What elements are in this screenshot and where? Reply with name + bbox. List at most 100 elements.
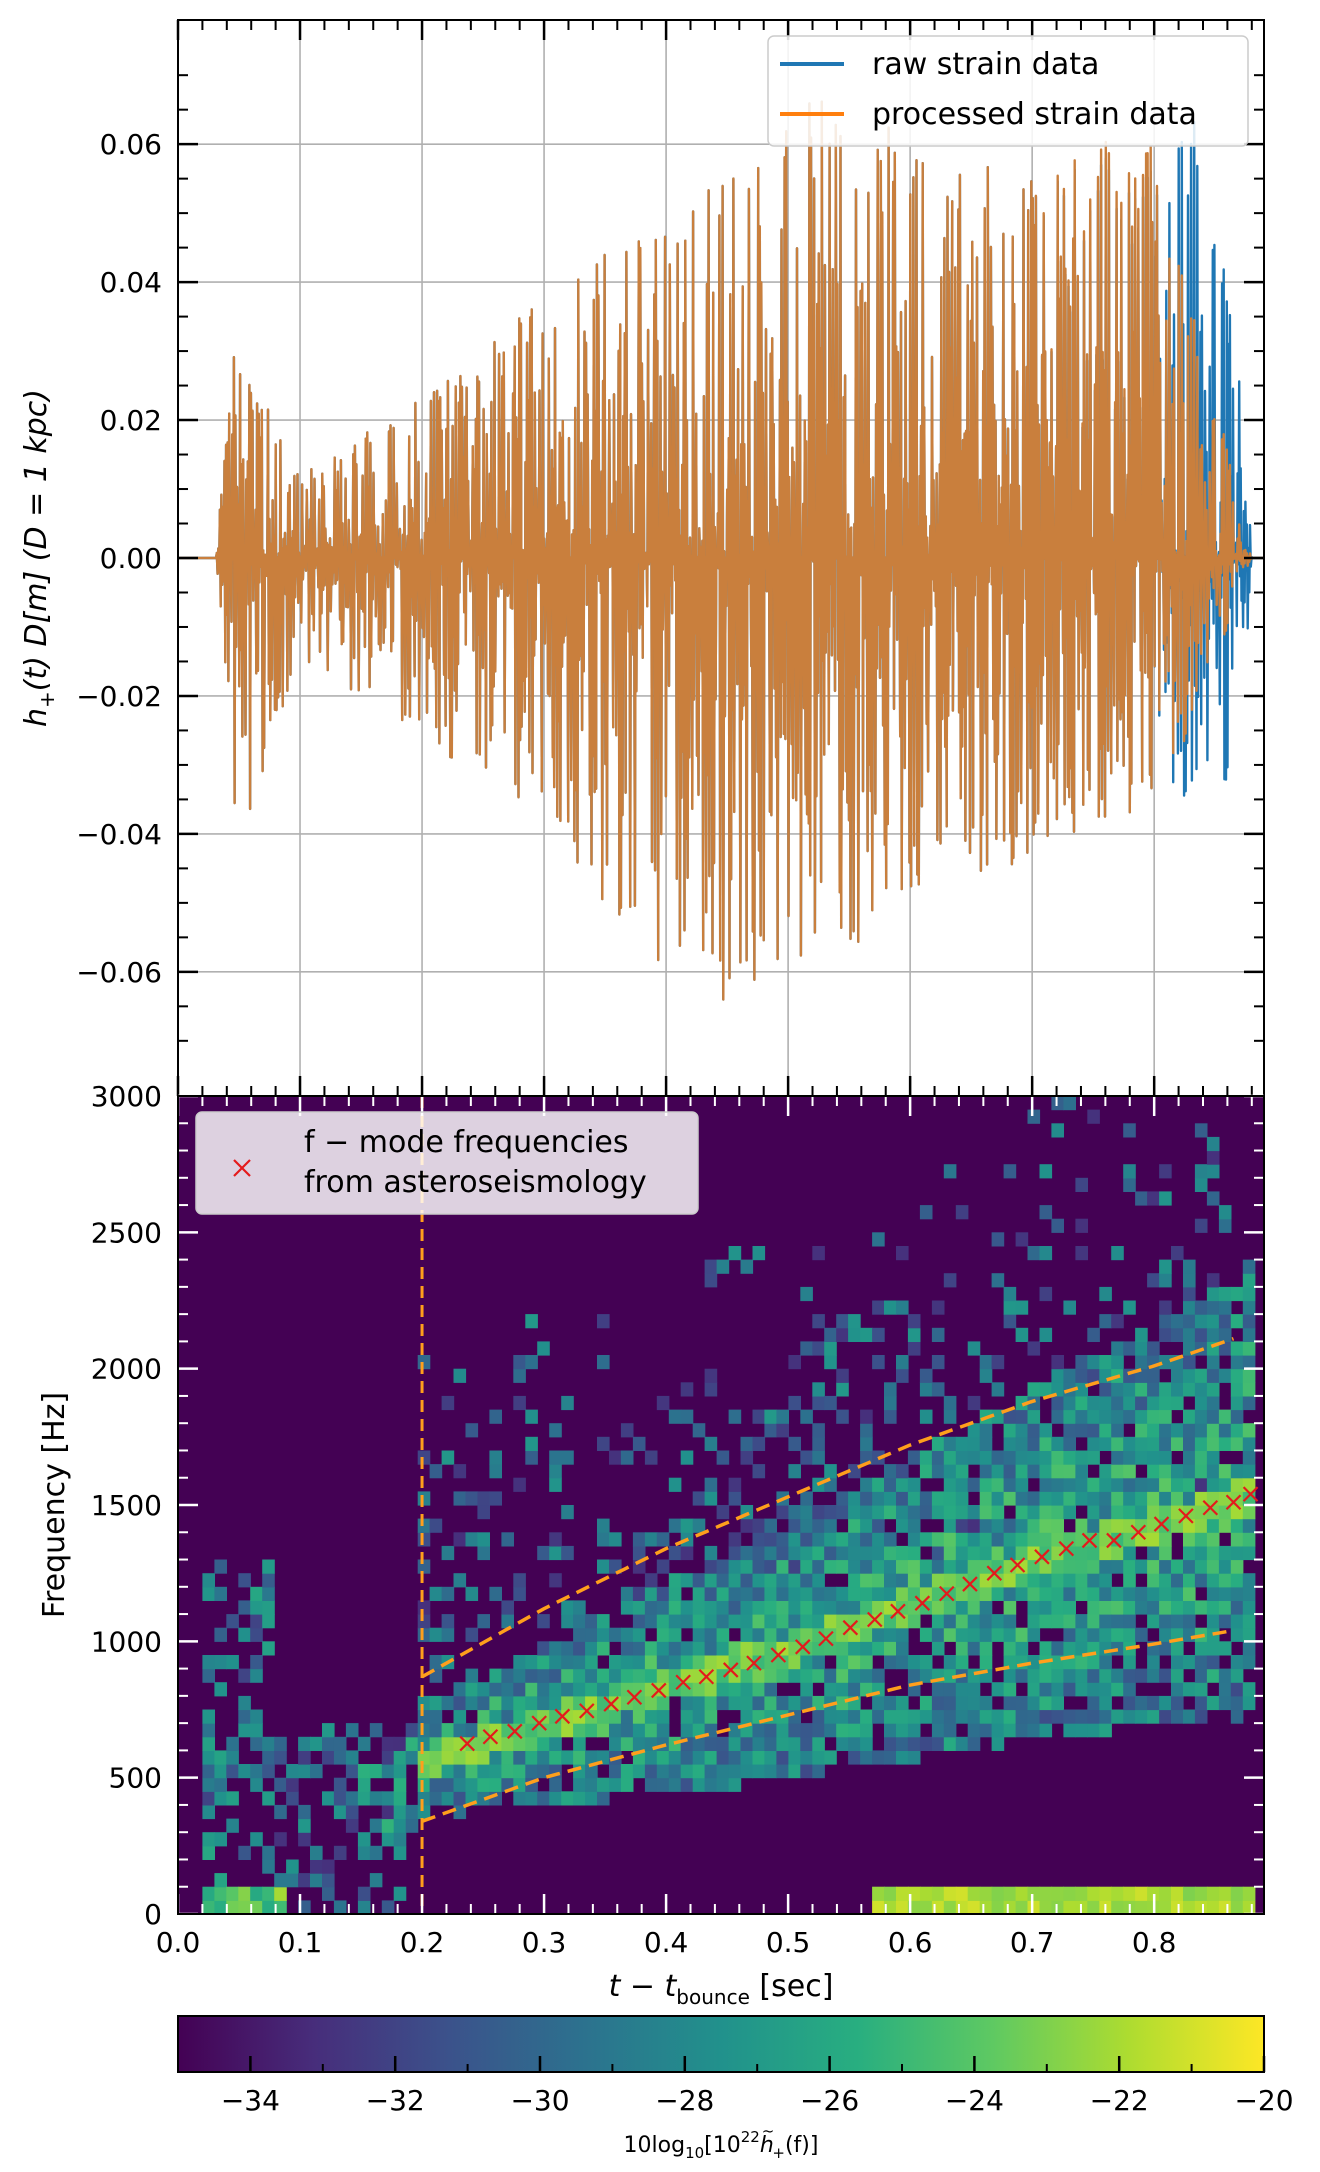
heatmap-cell [967, 1600, 981, 1615]
heatmap-cell [609, 1627, 622, 1642]
heatmap-cell [1051, 1368, 1064, 1383]
heatmap-cell [1039, 1491, 1053, 1506]
heatmap-cell [1063, 1586, 1076, 1601]
heatmap-cell [1218, 1586, 1232, 1601]
heatmap-cell [884, 1723, 897, 1738]
heatmap-cell [1015, 1300, 1029, 1315]
heatmap-cell [1099, 1395, 1112, 1411]
heatmap-cell [405, 1723, 419, 1738]
heatmap-cell [728, 1600, 742, 1615]
heatmap-cell [477, 1750, 490, 1765]
cb-tick-label-6: −22 [1090, 2084, 1149, 2117]
heatmap-cell [525, 1655, 538, 1670]
heatmap-cell [812, 1600, 825, 1615]
heatmap-cell [489, 1764, 502, 1779]
heatmap-cell [286, 1791, 299, 1806]
heatmap-cell [585, 1791, 598, 1806]
heatmap-cell [1063, 1682, 1076, 1697]
spectrogram-overlays [420, 1096, 1259, 1914]
heatmap-cell [680, 1709, 694, 1724]
heatmap-cell [1039, 1246, 1053, 1261]
heatmap-cell [1218, 1205, 1232, 1220]
heatmap-cell [561, 1545, 574, 1561]
heatmap-cell [740, 1436, 754, 1451]
heatmap-cell [202, 1573, 215, 1588]
heatmap-cell [549, 1450, 562, 1465]
heatmap-cell [429, 1736, 443, 1751]
heatmap-cell [1075, 1491, 1088, 1506]
heatmap-cell [728, 1695, 742, 1711]
heatmap-cell [1087, 1723, 1100, 1738]
heatmap-cell [1206, 1586, 1220, 1601]
heatmap-cell [1003, 1886, 1017, 1901]
heatmap-cell [1194, 1423, 1208, 1438]
heatmap-cell [955, 1436, 969, 1451]
heatmap-cell [704, 1559, 718, 1574]
fmode-point-5 [578, 1703, 595, 1719]
heatmap-cell [884, 1736, 897, 1751]
heatmap-cell [274, 1804, 287, 1820]
fmode-point-26 [1081, 1532, 1098, 1549]
heatmap-cell [1218, 1614, 1232, 1629]
heatmap-cell [716, 1450, 730, 1465]
heatmap-cell [202, 1655, 215, 1670]
heatmap-cell [1147, 1600, 1160, 1615]
heatmap-cell [907, 1545, 921, 1561]
heatmap-cell [872, 1559, 885, 1574]
heatmap-cell [848, 1532, 861, 1547]
heatmap-cell [1039, 1614, 1053, 1629]
heatmap-cell [836, 1723, 849, 1738]
heatmap-cell [1123, 1545, 1136, 1561]
heatmap-cell [1242, 1614, 1256, 1629]
heatmap-cell [704, 1368, 718, 1383]
heatmap-cell [919, 1559, 933, 1574]
heatmap-cell [668, 1627, 682, 1642]
heatmap-cell [656, 1641, 670, 1656]
heatmap-cell [1123, 1409, 1136, 1424]
heatmap-cell [597, 1777, 610, 1792]
heatmap-cell [860, 1641, 873, 1656]
heatmap-cell [907, 1450, 921, 1465]
heatmap-cell [728, 1246, 742, 1261]
heatmap-cell [728, 1559, 742, 1574]
heatmap-cell [417, 1764, 431, 1779]
heatmap-cell [441, 1627, 455, 1642]
heatmap-cell [907, 1668, 921, 1683]
heatmap-cell [884, 1586, 897, 1601]
heatmap-cell [1063, 1368, 1076, 1383]
heatmap-cell [1230, 1436, 1244, 1451]
heatmap-cell [1218, 1573, 1232, 1588]
heatmap-cell [1099, 1614, 1112, 1629]
heatmap-cell [1027, 1505, 1041, 1520]
heatmap-cell [1135, 1341, 1148, 1356]
heatmap-cell [1218, 1477, 1232, 1492]
heatmap-cell [620, 1723, 634, 1738]
heatmap-cell [549, 1736, 562, 1751]
heatmap-cell [860, 1505, 873, 1520]
heatmap-cell [991, 1723, 1005, 1738]
heatmap-cell [1051, 1355, 1064, 1370]
heatmap-cell [561, 1655, 574, 1670]
heatmap-cell [1015, 1491, 1029, 1506]
heatmap-cell [1183, 1600, 1196, 1615]
heatmap-cell [1099, 1723, 1112, 1738]
heatmap-cell [812, 1559, 825, 1574]
heatmap-cell [1194, 1123, 1208, 1138]
heatmap-cell [620, 1641, 634, 1656]
heatmap-cell [1206, 1614, 1220, 1629]
heatmap-cell [274, 1750, 287, 1765]
heatmap-cell [238, 1886, 251, 1901]
heatmap-cell [800, 1655, 813, 1670]
heatmap-cell [776, 1586, 789, 1601]
heatmap-cell [489, 1464, 502, 1479]
heatmap-cell [943, 1491, 957, 1506]
heatmap-cell [1051, 1096, 1064, 1111]
heatmap-cell [1147, 1545, 1160, 1561]
heatmap-cell [1015, 1477, 1029, 1492]
heatmap-cell [824, 1750, 837, 1765]
heatmap-cell [728, 1532, 742, 1547]
heatmap-cell [393, 1750, 407, 1765]
heatmap-cell [1183, 1545, 1196, 1561]
heatmap-cell [1123, 1491, 1136, 1506]
